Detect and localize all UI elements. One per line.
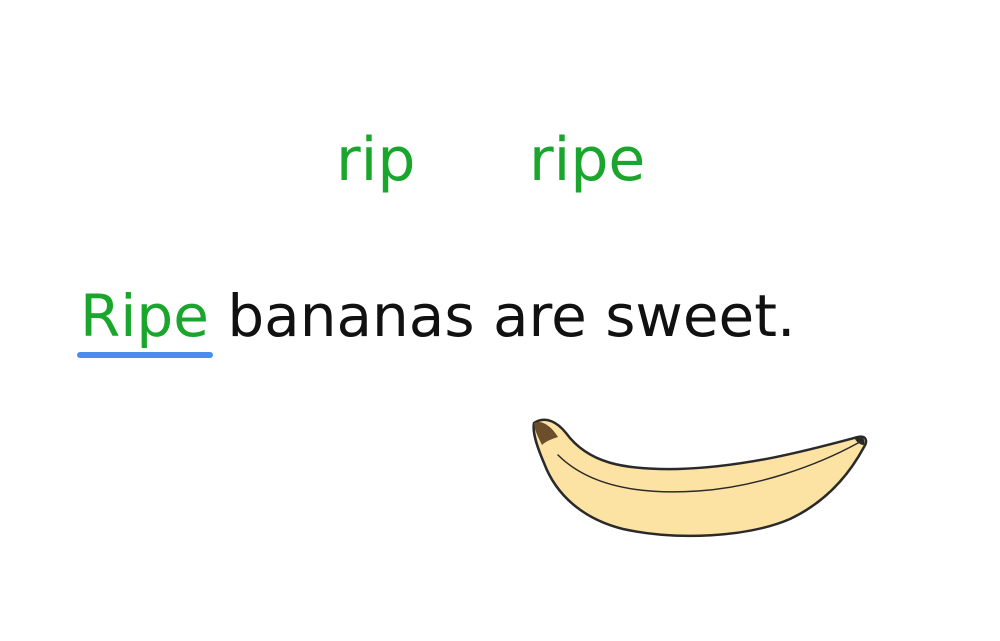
choice-ripe[interactable]: ripe <box>529 125 646 195</box>
banana-stem <box>534 421 558 445</box>
banana-end <box>854 436 865 445</box>
answer-slot[interactable]: Ripe <box>77 278 213 358</box>
banana-body <box>532 418 868 538</box>
sentence: Ripe bananas are sweet. <box>77 278 796 358</box>
choice-rip[interactable]: rip <box>336 125 416 195</box>
banana-ridge-line <box>557 442 859 493</box>
sentence-text: bananas are sweet. <box>208 282 796 350</box>
answer-word: Ripe <box>80 282 209 350</box>
answer-underline <box>77 352 213 358</box>
banana-icon <box>532 418 868 538</box>
